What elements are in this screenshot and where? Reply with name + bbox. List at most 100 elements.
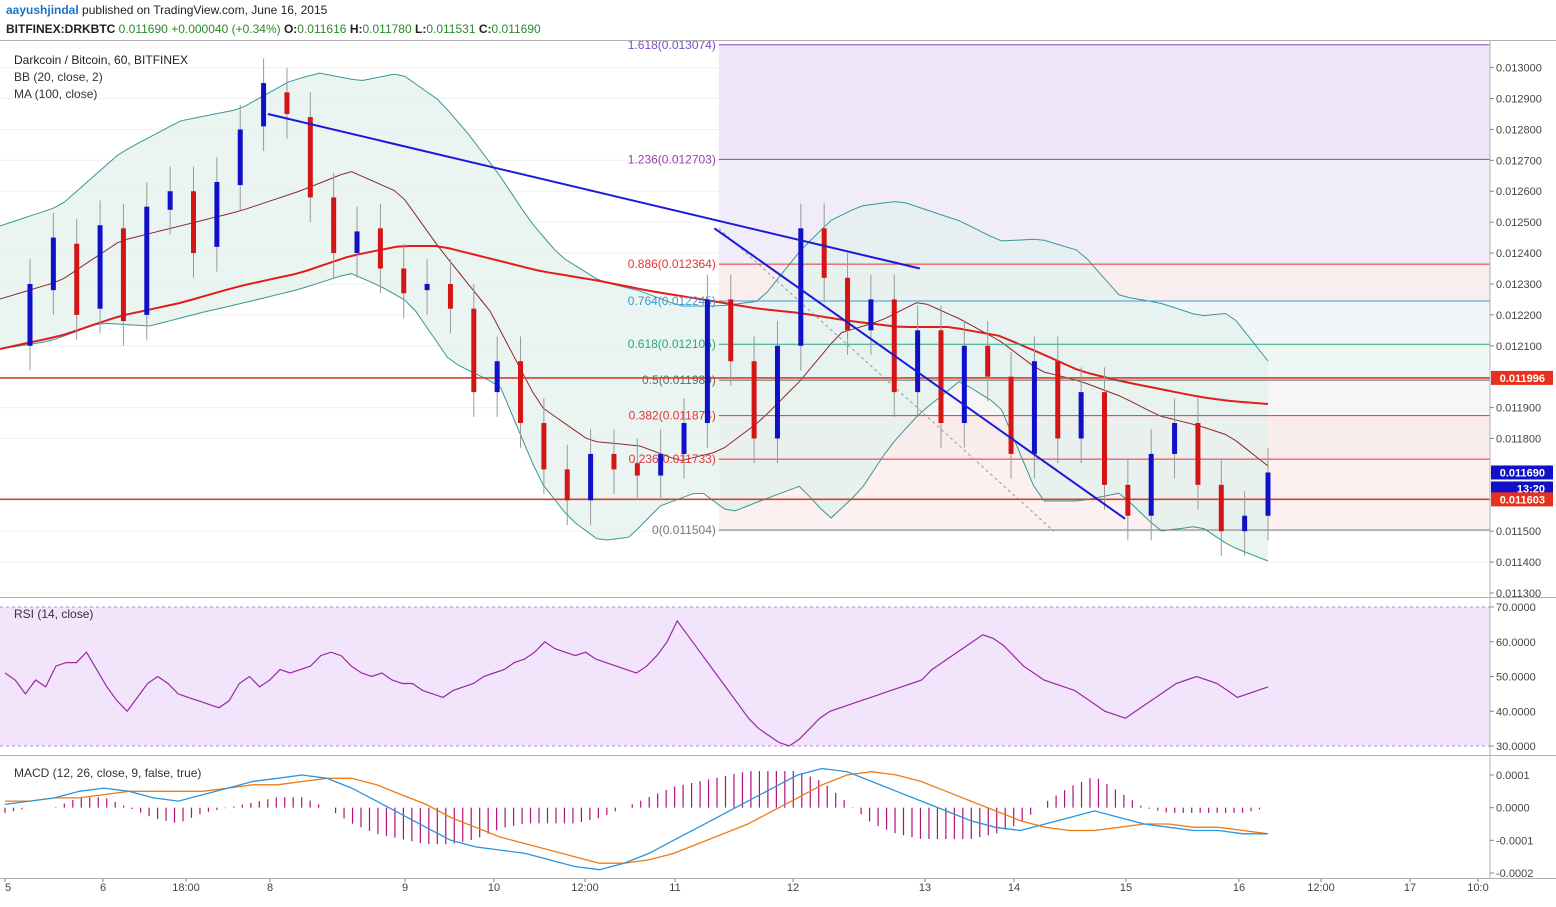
candle-body [1008,376,1014,454]
candle-body [377,228,383,269]
candle-body [728,299,734,362]
publish-header: aayushjindal published on TradingView.co… [6,3,327,17]
candle-body [564,469,570,501]
candle-body [961,345,967,424]
time-tick-label: 12:00 [571,882,599,894]
indicator-legend: BB (20, close, 2) [14,70,103,84]
time-tick-label: 9 [402,882,408,894]
pane-divider-2[interactable] [0,755,1556,756]
candle-body [1125,484,1131,516]
macd-line [4,767,1268,871]
symbol-name[interactable]: BITFINEX:DRKBTC [6,22,116,36]
time-tick-label: 18:00 [172,882,200,894]
price-tag-label: 0.011603 [1500,494,1545,506]
macd-signal-line [5,771,1269,864]
time-axis-border [0,878,1556,879]
candle-body [1148,453,1154,516]
pane-divider-1[interactable] [0,597,1556,598]
candle-body [401,268,407,294]
rsi-tick-label: 50.0000 [1496,672,1536,684]
candle-body [1195,423,1201,485]
macd-title: MACD (12, 26, close, 9, false, true) [14,766,201,780]
rsi-pane[interactable]: RSI (14, close) 70.0000 60.0000 50.0000 40.0… [0,598,1556,755]
macd-tick-label: 0.0001 [1496,770,1530,782]
rsi-tick-label: 70.0000 [1496,602,1536,614]
author-link[interactable]: aayushjindal [6,3,79,17]
macd-pane[interactable]: MACD (12, 26, close, 9, false, true) 0.00… [0,756,1556,878]
candle-body [284,92,290,114]
chart-title: Darkcoin / Bitcoin, 60, BITFINEX [14,53,188,67]
fib-level-label: 0.618(0.012105) [628,337,716,351]
price-tick-label: 0.011800 [1496,433,1541,445]
price-tick-label: 0.012500 [1496,217,1542,229]
price-tick-label: 0.012300 [1496,279,1542,291]
candle-body [191,191,197,254]
price-tick-label: 0.011300 [1496,588,1541,597]
candle-body [1055,361,1061,439]
bollinger-upper [0,72,1269,362]
time-tick-label: 15 [1120,882,1132,894]
high-label: H: [349,22,363,36]
price-tick-label: 0.012400 [1496,248,1542,260]
candle-body [424,283,430,291]
price-tag [1491,370,1553,385]
low-value: 0.011531 [426,22,476,36]
rsi-band [0,607,1490,746]
fib-level-label: 0.764(0.012245) [628,294,716,308]
trendline [713,227,1126,520]
candle-body [611,453,617,470]
candle-body [1101,392,1107,485]
time-tick-label: 13 [919,882,931,894]
candle-body [354,231,360,254]
time-tick-label: 16 [1233,882,1245,894]
candle-body [1172,423,1178,454]
price-tag-label: 0.011996 [1500,373,1545,385]
time-tick-label: 11 [669,882,680,894]
open-value: 0.011616 [297,22,347,36]
candle-body [1242,515,1248,532]
time-axis[interactable]: 5 6 18:00 8 9 10 12:00 11 12 13 14 15 16 12:00 17 10:0 [0,879,1556,907]
candle-body [868,299,874,331]
fib-level-label: 1.618(0.013074) [628,41,716,52]
time-tick-label: 10 [488,882,500,894]
candle-body [1031,361,1037,454]
macd-tick-label: -0.0002 [1496,868,1533,878]
candle-body [74,243,80,315]
price-tag [1491,492,1553,507]
price-tick-label: 0.012900 [1496,94,1542,106]
time-tick-label: 8 [267,882,273,894]
ma-100-line [0,245,1269,405]
price-tag-label: 0.011690 [1500,467,1545,479]
price-tick-label: 0.013000 [1496,63,1542,75]
time-tick-label: 14 [1008,882,1020,894]
candle-body [1218,484,1224,532]
indicator-legend: MA (100, close) [14,87,97,101]
candle-body [774,345,780,439]
fib-level-label: 0.5(0.011989) [642,373,716,387]
time-tick-label: 6 [100,882,106,894]
fib-level-label: 0.886(0.012364) [628,257,716,271]
time-tick-label: 10:0 [1467,882,1488,894]
trendline [267,113,921,270]
candle-body [704,299,710,424]
candle-body [938,330,944,424]
time-tick-label: 17 [1404,882,1416,894]
price-tick-label: 0.012200 [1496,310,1542,322]
symbol-header: BITFINEX:DRKBTC 0.011690 +0.000040 (+0.3… [6,22,541,36]
candle-body [518,361,524,424]
published-text: published on TradingView.com, June 16, 2… [82,3,328,17]
rsi-tick-label: 60.0000 [1496,637,1536,649]
price-chart[interactable]: 1.618(0.013074) 1.236(0.012703) 0.886(0.01… [0,41,1556,597]
candle-body [50,237,56,291]
candle-body [447,283,453,309]
price-tick-label: 0.012800 [1496,124,1542,136]
price-tag [1491,481,1553,496]
candle-body [798,228,804,346]
candle-body [237,129,243,186]
price-change: +0.000040 (+0.34%) [171,22,281,36]
candle-body [97,225,103,309]
price-tick-label: 0.012100 [1496,341,1542,353]
time-tick-label: 12 [787,882,799,894]
bollinger-lower [0,273,1269,562]
price-tag [1491,465,1553,480]
